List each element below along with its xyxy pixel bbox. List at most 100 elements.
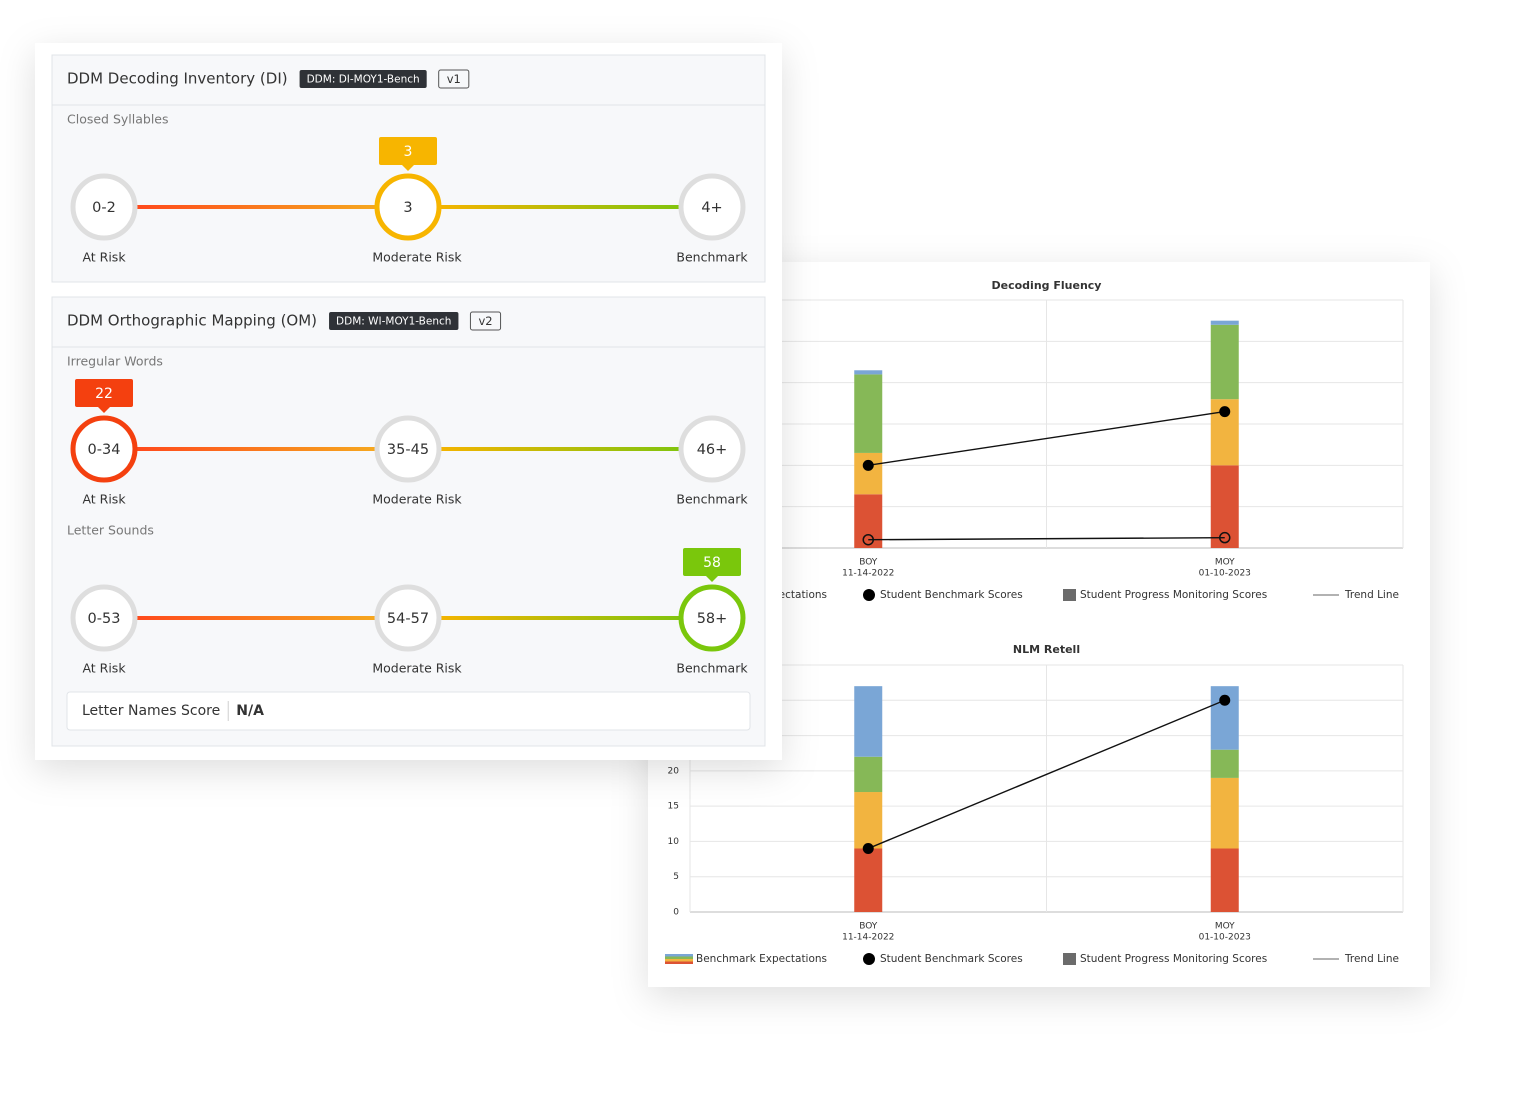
y-tick-label: 10	[668, 837, 680, 847]
x-tick-date: 01-10-2023	[1199, 569, 1251, 579]
score-value: 22	[95, 386, 113, 402]
level-name: At Risk	[82, 250, 126, 265]
level-name: Moderate Risk	[372, 492, 462, 507]
progress-point	[1219, 531, 1231, 544]
level-circle	[70, 415, 138, 483]
score-badge	[379, 137, 437, 165]
legend-label: Benchmark Expectations	[696, 953, 827, 965]
score-pointer	[98, 407, 110, 413]
legend-swatch	[665, 961, 693, 964]
bar-segment	[854, 452, 883, 495]
bar-segment	[1210, 465, 1239, 548]
version-badge	[469, 311, 502, 331]
connector	[441, 447, 679, 451]
level-range: 58+	[697, 611, 728, 627]
level-name: Moderate Risk	[372, 250, 462, 265]
bar-segment	[854, 370, 883, 375]
footer-value: N/A	[236, 703, 264, 719]
level-range: 46+	[697, 442, 728, 458]
assessment-card: DDM Decoding Inventory (DI) DDM: DI-MOY1-…	[35, 43, 782, 760]
level-circle	[70, 173, 138, 241]
tag-text: DDM: WI-MOY1-Bench	[336, 316, 451, 328]
x-tick-label: BOY	[859, 558, 878, 568]
score-point	[862, 459, 874, 471]
bar-segment	[854, 374, 883, 453]
x-tick-date: 01-10-2023	[1199, 933, 1251, 943]
bar-segment	[1210, 749, 1239, 778]
legend-label: Student Progress Monitoring Scores	[1080, 953, 1267, 965]
level-name: Benchmark	[676, 250, 748, 265]
legend-label: Student Benchmark Scores	[880, 589, 1023, 601]
footer-label: Letter Names Score	[82, 703, 220, 719]
level-name: At Risk	[82, 492, 126, 507]
x-tick-date: 11-14-2022	[842, 569, 894, 579]
y-tick-label: 0	[673, 908, 679, 918]
legend-label: Student Benchmark Scores	[880, 953, 1023, 965]
level-range: 0-34	[88, 442, 121, 458]
score-point	[1219, 694, 1231, 706]
bar-segment	[854, 848, 883, 912]
x-tick-label: MOY	[1215, 922, 1235, 932]
score-point	[1219, 406, 1231, 418]
tag-badge	[329, 312, 459, 330]
legend-swatch	[665, 954, 693, 957]
legend-label: Trend Line	[1344, 589, 1399, 601]
legend-swatch	[665, 959, 693, 962]
x-tick-date: 11-14-2022	[842, 933, 894, 943]
connector	[137, 616, 375, 620]
level-range: 54-57	[387, 611, 429, 627]
chart-title: NLM Retell	[1013, 643, 1080, 656]
level-name: Benchmark	[676, 492, 748, 507]
score-value: 3	[404, 144, 413, 160]
connector	[441, 616, 679, 620]
bar-segment	[854, 686, 883, 757]
score-pointer	[402, 165, 414, 171]
level-circle	[678, 173, 746, 241]
panel-title: DDM Decoding Inventory (DI)	[67, 70, 288, 88]
x-tick-label: BOY	[859, 922, 878, 932]
x-tick-label: MOY	[1215, 558, 1235, 568]
score-value: 58	[703, 555, 721, 571]
level-circle	[374, 584, 442, 652]
section-label: Closed Syllables	[67, 112, 169, 127]
level-range: 0-53	[88, 611, 121, 627]
connector	[137, 447, 375, 451]
legend-swatch	[665, 956, 693, 959]
panel-title: DDM Orthographic Mapping (OM)	[67, 312, 317, 330]
section-label: Letter Sounds	[67, 523, 154, 538]
version-text: v2	[478, 314, 492, 328]
legend-swatch	[863, 953, 875, 965]
legend-swatch	[863, 589, 875, 601]
connector	[441, 205, 679, 209]
legend-swatch	[1063, 589, 1076, 601]
panel	[51, 296, 766, 747]
score-badge	[683, 548, 741, 576]
level-circle	[678, 584, 746, 652]
version-badge	[438, 69, 470, 89]
level-circle	[678, 415, 746, 483]
bar-segment	[1210, 777, 1239, 849]
level-circle	[374, 173, 442, 241]
score-point	[862, 842, 874, 854]
y-tick-label: 15	[668, 802, 679, 812]
legend-label: Student Progress Monitoring Scores	[1080, 589, 1267, 601]
bar-segment	[854, 792, 883, 849]
tag-text: DDM: DI-MOY1-Bench	[307, 74, 420, 86]
chart-title: Decoding Fluency	[992, 279, 1102, 292]
legend-label: Trend Line	[1344, 953, 1399, 965]
level-name: At Risk	[82, 661, 126, 676]
level-range: 4+	[701, 200, 722, 216]
level-circle	[70, 584, 138, 652]
score-pointer	[706, 576, 718, 582]
y-tick-label: 20	[668, 766, 680, 776]
connector	[137, 205, 375, 209]
version-text: v1	[447, 72, 461, 86]
score-badge	[75, 379, 133, 407]
trend-line	[868, 410, 1225, 467]
bar-segment	[1210, 324, 1239, 400]
bar-segment	[854, 756, 883, 793]
y-tick-label: 5	[673, 872, 679, 882]
legend-swatch	[1063, 953, 1076, 965]
